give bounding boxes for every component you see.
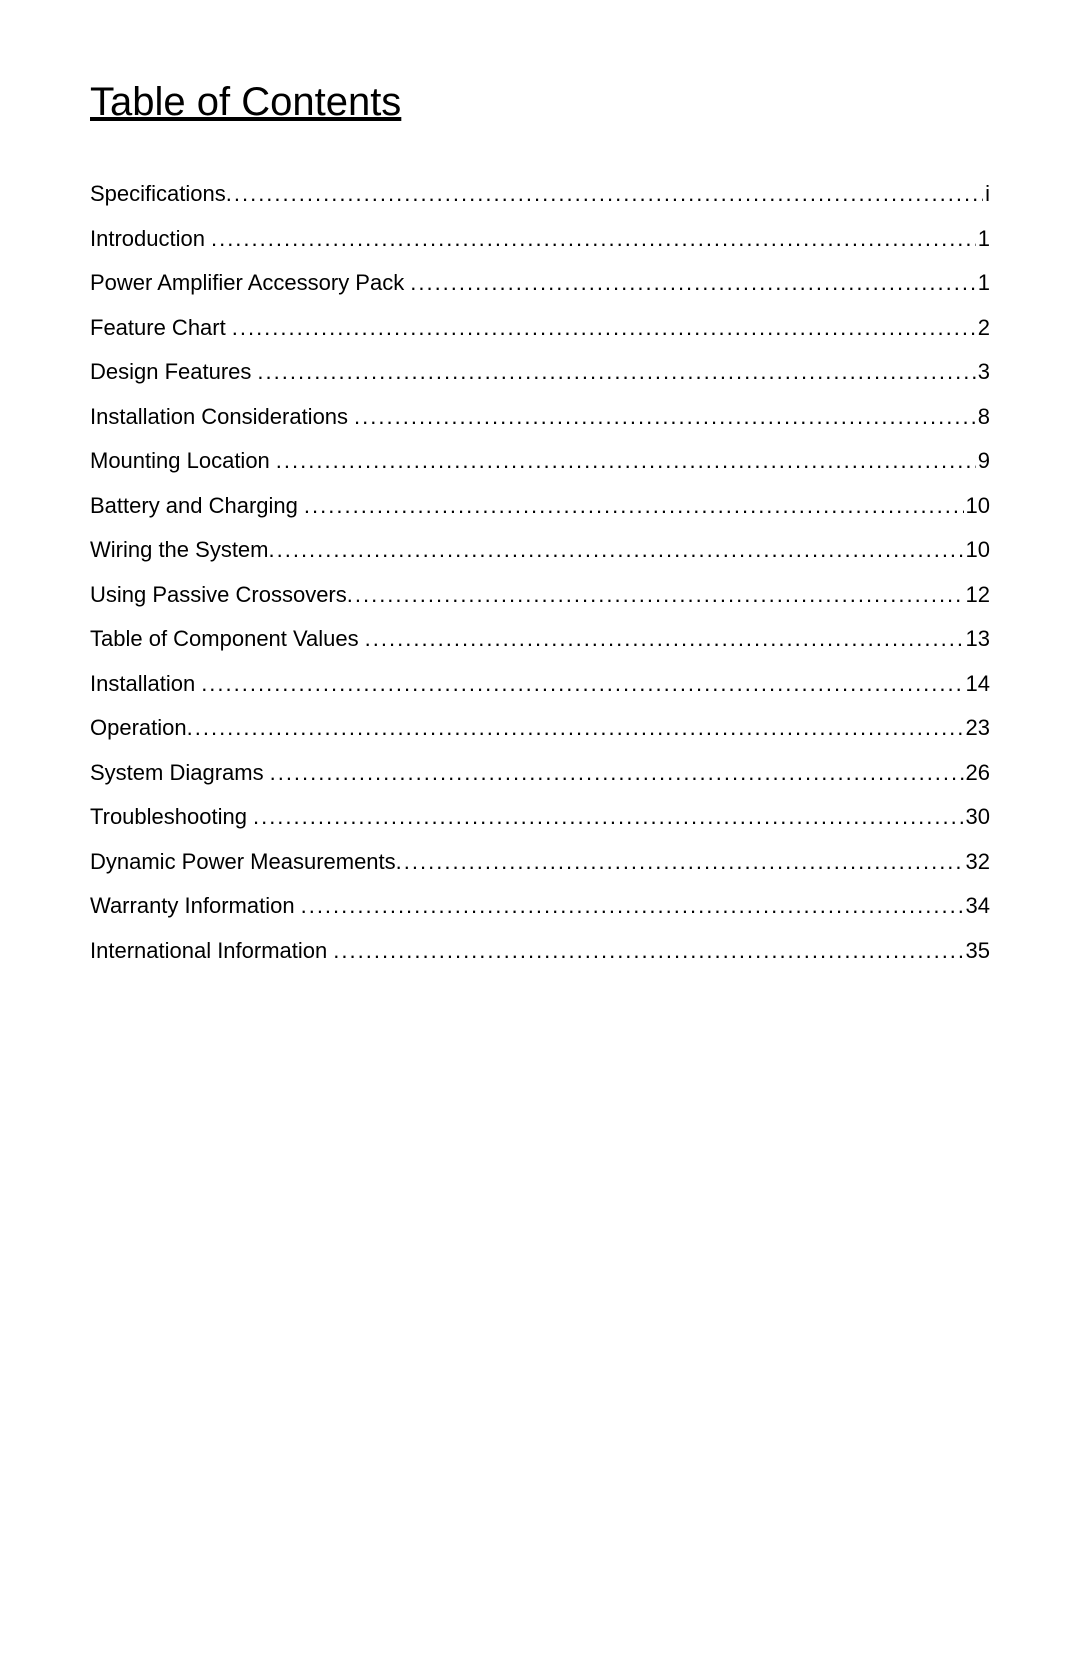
toc-entry-label: System Diagrams — [90, 762, 270, 784]
toc-entry: Dynamic Power Measurements 32 — [90, 851, 990, 873]
page-title: Table of Contents — [90, 80, 990, 125]
toc-entry-leader — [396, 851, 964, 873]
toc-entry-label: Installation Considerations — [90, 406, 354, 428]
toc-entry-page: 13 — [964, 628, 990, 650]
toc-entry-page: 26 — [964, 762, 990, 784]
toc-entry-leader — [410, 272, 976, 294]
toc-entry: Introduction 1 — [90, 228, 990, 250]
toc-entry-label: Operation — [90, 717, 187, 739]
toc-entry-page: 30 — [964, 806, 990, 828]
toc-entry: Feature Chart 2 — [90, 317, 990, 339]
toc-entry: Table of Component Values 13 — [90, 628, 990, 650]
toc-entry-label: Troubleshooting — [90, 806, 253, 828]
toc-entry-leader — [354, 406, 976, 428]
toc-entry: Troubleshooting 30 — [90, 806, 990, 828]
toc-entry-leader — [365, 628, 964, 650]
toc-entry-page: 10 — [964, 539, 990, 561]
toc-entry-page: 23 — [964, 717, 990, 739]
toc-entry-leader — [333, 940, 963, 962]
toc-entry-page: 12 — [964, 584, 990, 606]
toc-entry-label: Using Passive Crossovers — [90, 584, 347, 606]
toc-entry-page: 8 — [976, 406, 990, 428]
toc-entry-label: Feature Chart — [90, 317, 232, 339]
toc-entry: Operation 23 — [90, 717, 990, 739]
toc-entry-page: i — [983, 183, 990, 205]
toc-entry: Battery and Charging 10 — [90, 495, 990, 517]
toc-entry-label: Warranty Information — [90, 895, 301, 917]
toc-entry: Installation Considerations 8 — [90, 406, 990, 428]
toc-entry: International Information 35 — [90, 940, 990, 962]
toc-entry-label: Table of Component Values — [90, 628, 365, 650]
toc-entry-page: 14 — [964, 673, 990, 695]
toc-entry: Using Passive Crossovers 12 — [90, 584, 990, 606]
toc-entry: Warranty Information 34 — [90, 895, 990, 917]
toc-entry-leader — [257, 361, 975, 383]
toc-entry-page: 35 — [964, 940, 990, 962]
toc-entry-leader — [347, 584, 964, 606]
toc-entry-label: Wiring the System — [90, 539, 269, 561]
toc-entry-leader — [253, 806, 964, 828]
toc-entry-leader — [201, 673, 963, 695]
toc-entry-leader — [304, 495, 964, 517]
toc-entry-leader — [211, 228, 976, 250]
toc-entry-label: Power Amplifier Accessory Pack — [90, 272, 410, 294]
toc-entry-label: International Information — [90, 940, 333, 962]
toc-entry-label: Installation — [90, 673, 201, 695]
toc-entry-leader — [226, 183, 983, 205]
toc-entry: Design Features 3 — [90, 361, 990, 383]
toc-entry-page: 32 — [964, 851, 990, 873]
toc-entry-label: Battery and Charging — [90, 495, 304, 517]
toc-entry: System Diagrams 26 — [90, 762, 990, 784]
toc-entry-label: Dynamic Power Measurements — [90, 851, 396, 873]
toc-entry: Power Amplifier Accessory Pack 1 — [90, 272, 990, 294]
toc-entry-leader — [232, 317, 976, 339]
toc-entry-label: Introduction — [90, 228, 211, 250]
toc-entry: Specifications i — [90, 183, 990, 205]
toc-entry-page: 9 — [976, 450, 990, 472]
toc-entry-page: 2 — [976, 317, 990, 339]
toc-entry-label: Design Features — [90, 361, 257, 383]
toc-entry-leader — [301, 895, 964, 917]
toc-entry: Wiring the System 10 — [90, 539, 990, 561]
toc-entry-page: 34 — [964, 895, 990, 917]
toc-entry-page: 1 — [976, 228, 990, 250]
toc-entry-page: 1 — [976, 272, 990, 294]
toc-entry: Installation 14 — [90, 673, 990, 695]
toc-entry-leader — [187, 717, 964, 739]
toc-entry-page: 10 — [964, 495, 990, 517]
toc-entry-label: Mounting Location — [90, 450, 276, 472]
table-of-contents: Specifications iIntroduction1Power Ampli… — [90, 183, 990, 962]
toc-entry-leader — [276, 450, 976, 472]
toc-entry-page: 3 — [976, 361, 990, 383]
toc-entry-label: Specifications — [90, 183, 226, 205]
toc-entry: Mounting Location 9 — [90, 450, 990, 472]
toc-entry-leader — [269, 539, 964, 561]
toc-entry-leader — [270, 762, 964, 784]
